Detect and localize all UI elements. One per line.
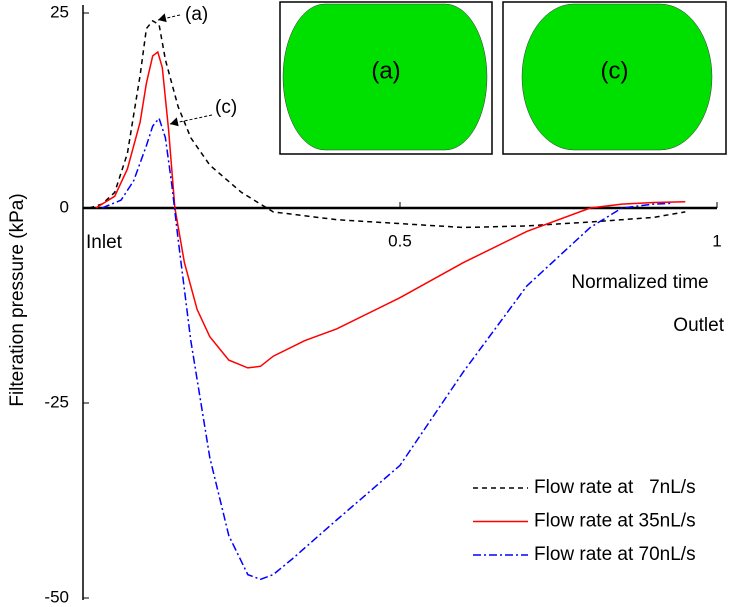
inset-label: (a) (371, 57, 400, 84)
legend-label: Flow rate at 35nL/s (534, 511, 696, 532)
y-axis-label: Filteration pressure (kPa) (7, 193, 28, 406)
inset-shape (282, 3, 488, 151)
x-start-label: Inlet (86, 232, 123, 253)
x-end-label: Outlet (673, 315, 724, 336)
arrow-head (170, 117, 179, 127)
x-tick-label: 1 (712, 231, 721, 250)
annotation-arrow (157, 14, 181, 21)
series-line (95, 50, 686, 369)
y-tick-label: 25 (50, 2, 69, 21)
x-axis-label: Normalized time (571, 272, 708, 293)
annotation: (a) (185, 4, 208, 25)
y-tick-label: 0 (60, 197, 69, 216)
legend-label: Flow rate at 70nL/s (534, 544, 696, 565)
annotation: (c) (215, 97, 237, 118)
y-tick-label: -25 (44, 392, 69, 411)
arrow-head (158, 13, 167, 23)
inset-shape (521, 3, 713, 151)
series-line (89, 19, 686, 229)
x-tick-label: 0.5 (388, 231, 412, 250)
inset-label: (c) (601, 57, 629, 84)
y-tick-label: -50 (44, 587, 69, 606)
legend-label: Flow rate at 7nL/s (534, 477, 696, 498)
series-line (101, 116, 673, 581)
